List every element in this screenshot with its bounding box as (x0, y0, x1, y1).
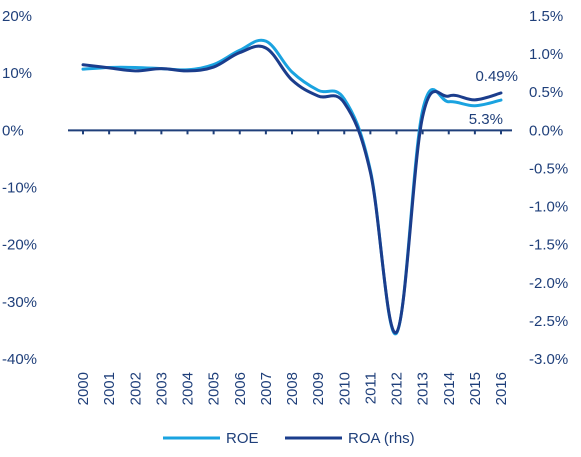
x-axis-tick-label: 2015 (467, 372, 484, 405)
right-axis-tick-label: 0.5% (529, 84, 563, 101)
x-axis-tick-label: 2008 (284, 372, 301, 405)
right-axis-tick-label: 1.5% (529, 8, 563, 25)
x-axis-tick-label: 2013 (415, 372, 432, 405)
x-axis-tick-label: 2007 (258, 372, 275, 405)
right-axis-tick-label: -2.5% (529, 313, 568, 330)
x-axis-tick-label: 2011 (362, 372, 379, 404)
left-axis-tick-label: -20% (2, 237, 37, 254)
legend-label: ROE (226, 430, 259, 447)
series-line-roa-rhs (81, 44, 503, 334)
data-label: 0.49% (475, 68, 518, 85)
x-axis-tick-label: 2005 (206, 372, 223, 405)
x-axis-tick-label: 2016 (493, 372, 510, 405)
x-axis-tick-label: 2003 (153, 372, 170, 405)
right-axis-tick-label: 0.0% (529, 122, 563, 139)
x-axis-tick-label: 2000 (75, 372, 92, 405)
left-axis-tick-label: -30% (2, 294, 37, 311)
x-axis-tick-label: 2001 (101, 372, 118, 405)
x-axis-tick-label: 2006 (232, 372, 249, 405)
right-axis-tick-label: -0.5% (529, 160, 568, 177)
data-label: 5.3% (469, 111, 503, 128)
right-axis-tick-label: -1.0% (529, 199, 568, 216)
x-axis-tick-label: 2002 (127, 372, 144, 405)
left-axis-tick-label: -40% (2, 351, 37, 368)
right-axis-tick-label: -3.0% (529, 351, 568, 368)
x-axis-tick-label: 2012 (389, 372, 406, 405)
x-axis-tick-label: 2004 (180, 372, 197, 405)
left-axis-tick-label: 0% (2, 122, 24, 139)
series-line-roe (81, 38, 503, 335)
left-axis-tick-label: 10% (2, 65, 32, 82)
x-axis-tick-label: 2009 (310, 372, 327, 405)
right-axis-tick-label: -1.5% (529, 237, 568, 254)
left-axis-tick-label: 20% (2, 8, 32, 25)
x-axis-tick-label: 2014 (441, 372, 458, 405)
right-axis-tick-label: -2.0% (529, 275, 568, 292)
x-axis-tick-label: 2010 (336, 372, 353, 405)
legend-label: ROA (rhs) (348, 430, 415, 447)
right-axis-tick-label: 1.0% (529, 46, 563, 63)
left-axis-tick-label: -10% (2, 180, 37, 197)
